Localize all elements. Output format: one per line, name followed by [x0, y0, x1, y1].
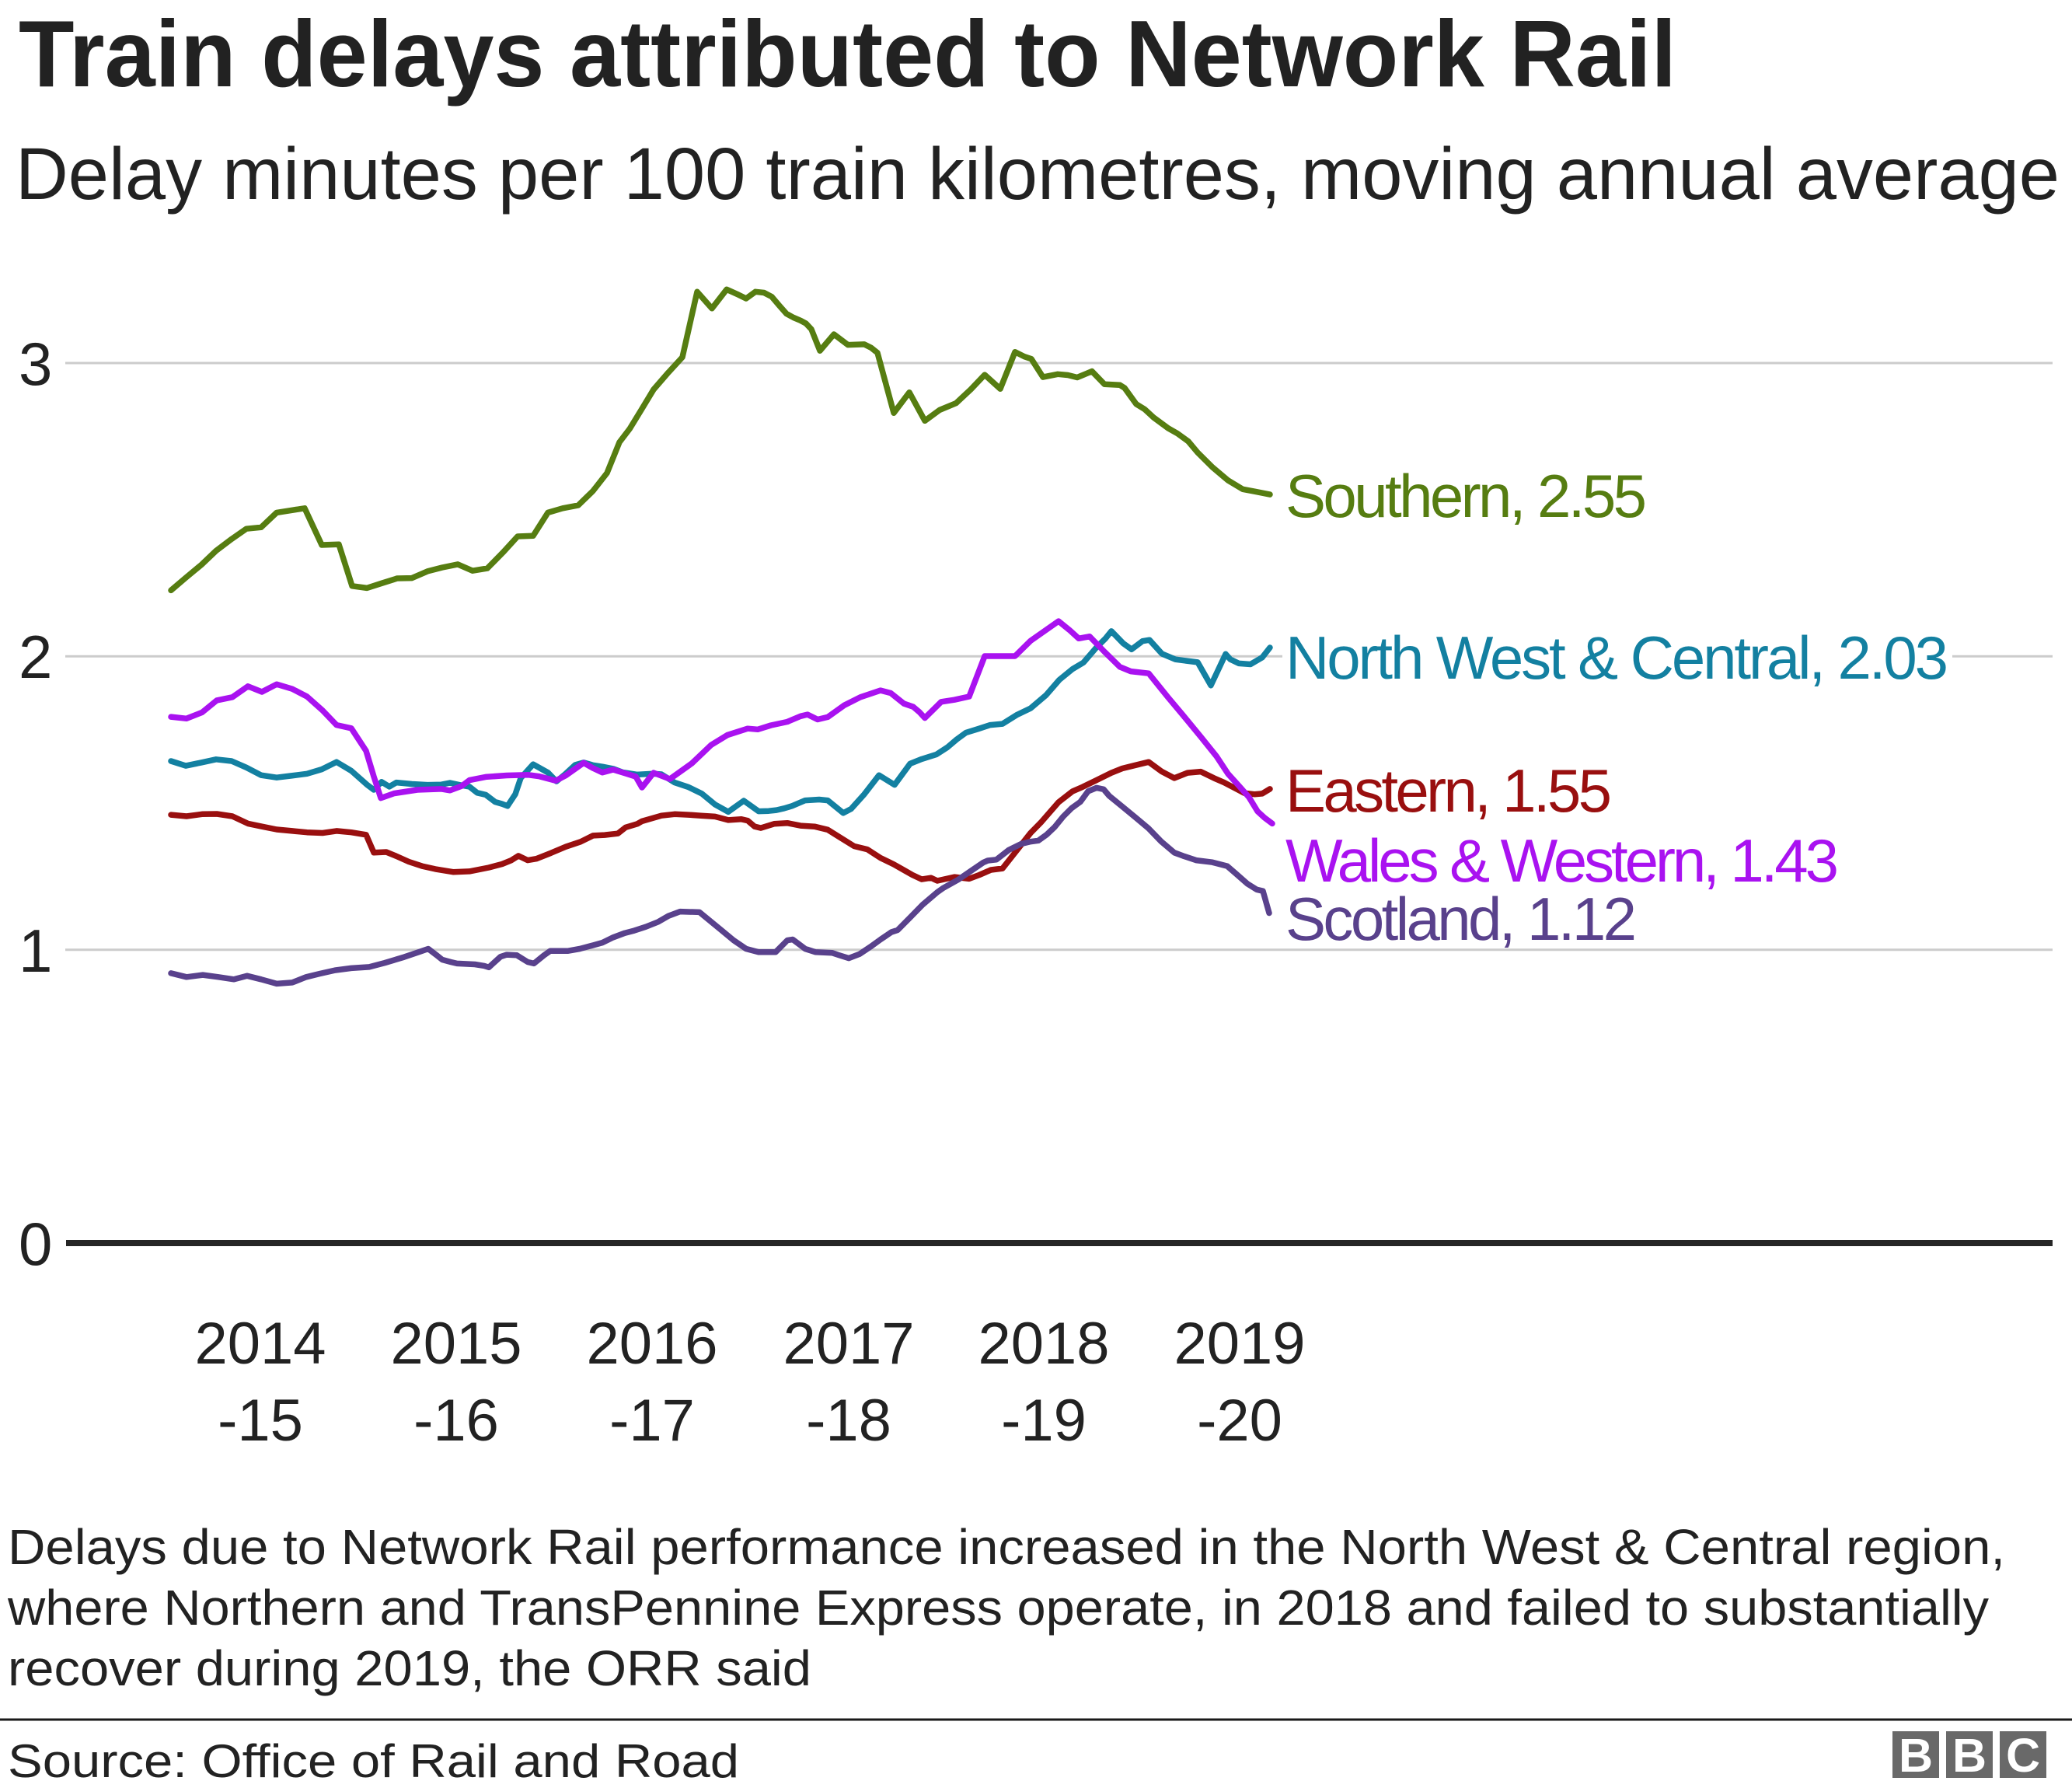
svg-text:-20: -20 — [1197, 1388, 1282, 1454]
svg-text:B: B — [1899, 1729, 1933, 1781]
svg-text:Delays due to Network Rail per: Delays due to Network Rail performance i… — [8, 1519, 2005, 1575]
svg-text:-17: -17 — [609, 1388, 695, 1454]
svg-text:Wales & Western, 1.43: Wales & Western, 1.43 — [1285, 826, 1839, 895]
svg-text:2014: 2014 — [194, 1311, 326, 1377]
svg-text:2: 2 — [19, 623, 52, 691]
svg-text:-18: -18 — [806, 1388, 891, 1454]
svg-text:2017: 2017 — [783, 1311, 914, 1377]
svg-text:2018: 2018 — [978, 1311, 1109, 1377]
svg-text:recover during 2019, the ORR s: recover during 2019, the ORR said — [8, 1640, 811, 1696]
svg-text:where Northern and TransPennin: where Northern and TransPennine Express … — [7, 1580, 1989, 1636]
svg-text:Source: Office of Rail and Roa: Source: Office of Rail and Road — [8, 1735, 739, 1781]
svg-text:Train delays attributed to Net: Train delays attributed to Network Rail — [19, 1, 1676, 107]
svg-text:2015: 2015 — [390, 1311, 521, 1377]
svg-text:-16: -16 — [413, 1388, 499, 1454]
svg-text:0: 0 — [19, 1210, 52, 1278]
svg-text:1: 1 — [19, 917, 52, 985]
svg-text:2016: 2016 — [586, 1311, 717, 1377]
svg-text:North West & Central, 2.03: North West & Central, 2.03 — [1285, 623, 1948, 692]
svg-text:Delay minutes per 100 train ki: Delay minutes per 100 train kilometres, … — [16, 133, 2060, 215]
svg-text:Eastern, 1.55: Eastern, 1.55 — [1285, 756, 1612, 825]
svg-text:Scotland, 1.12: Scotland, 1.12 — [1285, 885, 1637, 953]
svg-text:C: C — [2006, 1729, 2040, 1781]
svg-text:Southern, 2.55: Southern, 2.55 — [1285, 462, 1647, 530]
svg-text:3: 3 — [19, 330, 52, 398]
svg-text:2019: 2019 — [1174, 1311, 1305, 1377]
svg-text:B: B — [1952, 1729, 1987, 1781]
svg-text:-19: -19 — [1001, 1388, 1087, 1454]
svg-text:-15: -15 — [218, 1388, 303, 1454]
